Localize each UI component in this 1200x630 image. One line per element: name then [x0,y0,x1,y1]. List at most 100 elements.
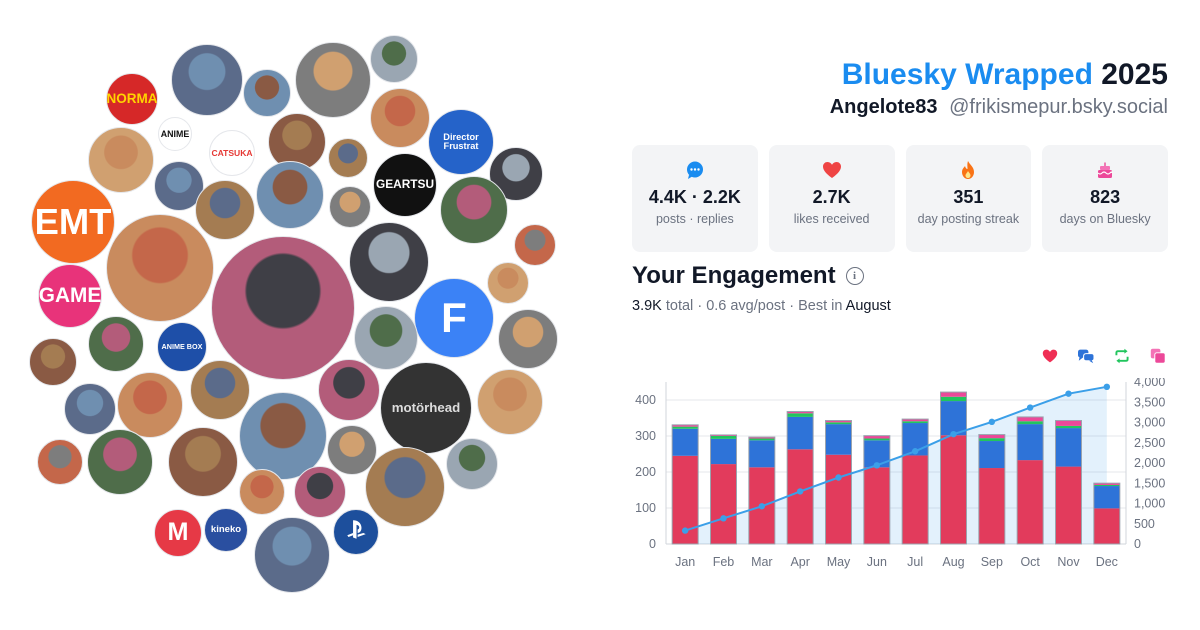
cumulative-point[interactable] [681,527,689,534]
bar-replies[interactable] [710,438,737,465]
bar-reposts[interactable] [710,436,737,439]
bar-quotes[interactable] [710,434,737,436]
bar-reposts[interactable] [1017,421,1044,425]
stat-label: days on Bluesky [1059,212,1151,226]
engagement-total-suffix: total [665,298,694,314]
bar-reposts[interactable] [1055,425,1082,429]
engagement-avg: 0.6 avg/post [706,298,786,314]
x-tick: Jun [867,555,887,569]
cake-icon [1094,159,1116,181]
bar-reposts[interactable] [787,413,814,417]
x-tick: Dec [1096,555,1118,569]
avatar-logo: NORMA [106,73,158,125]
bar-reposts[interactable] [1093,484,1120,487]
cumulative-point[interactable] [835,474,842,481]
cumulative-point[interactable] [950,430,957,438]
bar-outline [863,435,891,545]
bar-replies[interactable] [672,428,699,456]
bar-quotes[interactable] [1055,420,1082,426]
avatar-logo-text: EMT [34,200,112,242]
engagement-total: 3.9K [632,298,662,314]
bar-quotes[interactable] [1093,483,1120,485]
bar-reposts[interactable] [825,422,852,425]
bar-likes[interactable] [1017,460,1044,544]
stat-value: 351 [953,187,984,207]
bar-replies[interactable] [748,440,775,468]
playstation-icon [345,518,368,546]
bar-quotes[interactable] [1017,416,1044,422]
bar-replies[interactable] [787,416,814,450]
bar-quotes[interactable] [672,424,699,427]
repost-icon[interactable] [1112,346,1132,366]
bar-likes[interactable] [1093,508,1120,544]
bar-replies[interactable] [978,441,1005,469]
engagement-title: Your Engagement [632,262,836,289]
bar-replies[interactable] [940,401,967,436]
cumulative-point[interactable] [988,418,996,426]
bar-quotes[interactable] [978,434,1005,439]
bar-likes[interactable] [978,468,1005,544]
avatar-logo-text: F [441,294,467,341]
bar-quotes[interactable] [863,435,890,439]
reply-icon[interactable] [1076,346,1096,366]
bar-outline [1093,482,1121,545]
bar-outline [786,411,814,545]
chart-bars [671,391,1121,545]
cumulative-point[interactable] [720,515,727,522]
cumulative-points [681,383,1111,534]
bar-quotes[interactable] [787,411,814,414]
cumulative-point[interactable] [796,488,804,495]
x-tick: Aug [942,555,964,569]
bar-reposts[interactable] [978,438,1005,442]
bar-likes[interactable] [825,454,852,544]
engagement-chart: 0 100 200 300 400 0 500 1,000 1,500 2,000 2,500 3,0… [635,378,1165,569]
y-right-tick: 1,000 [1134,497,1165,511]
cumulative-point[interactable] [911,448,919,455]
avatar [349,222,429,302]
y-right-tick: 2,000 [1134,456,1165,470]
avatar-logo: Director Frustrat [428,109,494,175]
y-left-tick: 0 [649,537,656,551]
bar-quotes[interactable] [825,420,852,423]
avatar [328,138,368,178]
bar-likes[interactable] [710,464,737,544]
cumulative-point[interactable] [1103,383,1111,391]
bar-replies[interactable] [1017,424,1044,461]
avatar [106,214,214,322]
bar-replies[interactable] [1055,428,1082,467]
bar-replies[interactable] [825,424,852,455]
bar-quotes[interactable] [902,419,929,422]
bar-reposts[interactable] [940,396,967,402]
engagement-best-prefix: Best in [798,298,843,314]
cumulative-point[interactable] [1026,404,1034,411]
bar-likes[interactable] [940,435,967,544]
bar-likes[interactable] [787,449,814,544]
bar-reposts[interactable] [672,426,699,429]
avatar-logo: ANIME [158,117,192,151]
bar-outline [940,391,967,545]
bar-reposts[interactable] [863,438,890,441]
bar-replies[interactable] [1093,486,1120,509]
avatar-logo: kineko [204,508,248,552]
heart-icon[interactable] [1040,346,1060,366]
cumulative-point[interactable] [758,503,766,510]
stat-card-posts: 4.4K · 2.2K posts · replies [632,145,758,252]
bar-likes[interactable] [863,467,890,544]
bar-quotes[interactable] [748,437,775,439]
bar-reposts[interactable] [748,438,775,441]
avatar [329,186,371,228]
info-icon[interactable]: i [845,267,864,285]
avatar [446,438,498,490]
engagement-best-month: August [845,298,891,314]
cumulative-point[interactable] [873,462,881,469]
x-tick: May [827,555,851,569]
bar-likes[interactable] [902,455,929,544]
cumulative-point[interactable] [1065,390,1072,397]
quote-icon[interactable] [1148,346,1168,366]
bar-likes[interactable] [1055,466,1082,544]
avatar-logo-text: M [167,518,189,547]
bar-reposts[interactable] [902,421,929,424]
bar-quotes[interactable] [940,392,967,397]
bar-outline [978,434,1006,545]
avatar [168,427,238,497]
